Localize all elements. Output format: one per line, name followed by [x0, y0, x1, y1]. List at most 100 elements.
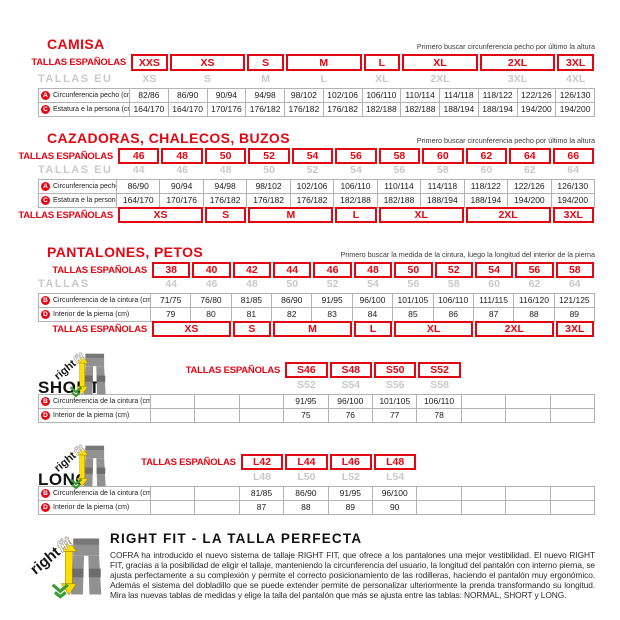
value-cell — [151, 500, 196, 515]
measure-label-text: Circunferencia de la cintura (cm) — [53, 297, 151, 304]
value-cell — [550, 408, 595, 423]
eu-size-label: 3XL — [507, 73, 528, 85]
size-box: XL — [394, 321, 473, 337]
value-cell: 176/182 — [285, 102, 324, 117]
size-box: 58 — [555, 262, 594, 278]
measure-label-text: Interior de la pierna (cm) — [53, 311, 130, 318]
eu-size-label: 46 — [176, 164, 189, 176]
eu-size-label: 48 — [219, 164, 232, 176]
eu-size-label: L50 — [297, 471, 316, 483]
size-row-label: TALLAS ESPAÑOLAS — [185, 364, 281, 376]
value-cell: 106/110 — [362, 88, 402, 102]
size-grid-row: TALLAS ESPAÑOLAS 38 40 42 44 46 48 50 52 54 56 58 — [38, 262, 595, 278]
size-grid-row: TALLAS ESPAÑOLAS XS S M L XL 2XL 3XL — [38, 321, 595, 337]
size-grid-row: TALLAS 44 46 48 50 52 54 56 58 60 62 64 — [38, 278, 595, 291]
value-cell: 182/188 — [362, 102, 402, 117]
value-cell: 164/170 — [130, 102, 169, 117]
eu-size-label: 44 — [165, 278, 178, 290]
value-cell: 82 — [272, 307, 313, 322]
value-cell: 106/110 — [433, 293, 474, 307]
eu-size-label: L48 — [252, 471, 272, 483]
value-cell: 176/182 — [290, 193, 335, 208]
size-grid-row: TALLAS EU XS S M L XL 2XL 3XL 4XL — [38, 73, 595, 86]
size-box: 50 — [394, 262, 433, 278]
value-cell: 81 — [231, 307, 273, 322]
value-cell: 194/200 — [551, 193, 595, 208]
spacer-cell — [418, 454, 594, 470]
value-cell: 88 — [284, 500, 329, 515]
size-box: 54 — [291, 148, 334, 164]
size-box: L — [335, 207, 377, 223]
measure-letter-badge: A — [41, 182, 50, 191]
value-cell: 81/85 — [231, 293, 273, 307]
value-cell: 188/194 — [440, 102, 479, 117]
value-cell: 81/85 — [239, 486, 285, 500]
eu-size-label: 48 — [246, 278, 258, 290]
value-cell — [550, 486, 595, 500]
value-cell: 164/170 — [168, 102, 208, 117]
size-grid-row: B Circunferencia de la cintura (cm) 91/95 9… — [38, 394, 595, 408]
value-cell: 110/114 — [401, 88, 440, 102]
eu-size-label: XL — [375, 73, 389, 85]
size-grid-row: L48 L50 L52 L54 — [38, 471, 595, 484]
value-cell — [461, 486, 507, 500]
eu-size-label: 52 — [326, 278, 339, 290]
eu-size-label: 4XL — [565, 73, 586, 85]
measure-row-label: D Interior de la pierna (cm) — [38, 307, 151, 322]
value-cell: 78 — [417, 408, 462, 423]
eu-size-label: L52 — [341, 471, 360, 483]
camisa-note: Primero buscar circunferencia pecho por … — [416, 42, 595, 51]
value-cell: 121/125 — [554, 293, 595, 307]
pantalones-size-table: TALLAS ESPAÑOLAS 38 40 42 44 46 48 50 52 54 56 58 TA… — [38, 262, 595, 337]
value-cell: 77 — [373, 408, 418, 423]
eu-size-label: S58 — [430, 379, 449, 391]
size-box: 64 — [509, 148, 551, 164]
value-cell: 188/194 — [464, 193, 509, 208]
value-cell: 89 — [554, 307, 595, 322]
value-cell — [550, 394, 595, 408]
eu-size-label: 54 — [350, 164, 362, 176]
value-cell: 89 — [328, 500, 373, 515]
measure-row-label: B Circunferencia de la cintura (cm) — [38, 486, 151, 500]
value-cell: 85 — [393, 307, 434, 322]
size-row-label: TALLAS EU — [38, 164, 113, 176]
value-cell: 182/188 — [377, 193, 422, 208]
value-cell — [506, 486, 551, 500]
size-box: 58 — [378, 148, 421, 164]
size-box: 38 — [152, 262, 191, 278]
value-cell: 82/86 — [130, 88, 169, 102]
measure-row-label: B Circunferencia de la cintura (cm) — [38, 293, 151, 307]
value-cell: 86/90 — [168, 88, 208, 102]
value-cell — [550, 500, 595, 515]
size-box: 50 — [204, 148, 247, 164]
value-cell — [195, 394, 240, 408]
measure-letter-badge: C — [41, 105, 50, 114]
value-cell: 182/188 — [401, 102, 440, 117]
eu-size-label: 64 — [567, 164, 580, 176]
eu-size-label: 50 — [286, 278, 299, 290]
size-grid-row: B Circunferencia de la cintura (cm) 71/75 7… — [38, 293, 595, 307]
value-cell: 86 — [433, 307, 474, 322]
measure-label-text: Circunferencia de la cintura (cm) — [53, 398, 151, 405]
value-cell — [151, 394, 196, 408]
size-box: 62 — [465, 148, 508, 164]
value-cell — [195, 500, 240, 515]
value-cell — [195, 408, 240, 423]
value-cell: 164/170 — [117, 193, 161, 208]
right-fit-logo-large — [30, 532, 110, 606]
value-cell: 118/122 — [464, 179, 509, 193]
value-cell: 194/200 — [556, 102, 595, 117]
size-box: 66 — [552, 148, 594, 164]
value-cell: 87 — [239, 500, 285, 515]
value-cell: 106/110 — [334, 179, 378, 193]
size-grid-row: TALLAS ESPAÑOLAS L42 L44 L46 L48 — [38, 454, 595, 470]
size-box: S50 — [374, 362, 417, 378]
right-fit-logo-small — [54, 441, 112, 496]
size-grid-row: B Circunferencia de la cintura (cm) 81/85 8… — [38, 486, 595, 500]
value-cell: 176/182 — [203, 193, 248, 208]
value-cell — [151, 408, 196, 423]
size-grid-row: C Estatura e la persona (cm) 164/170 164/17… — [38, 102, 595, 117]
value-cell: 114/118 — [421, 179, 465, 193]
